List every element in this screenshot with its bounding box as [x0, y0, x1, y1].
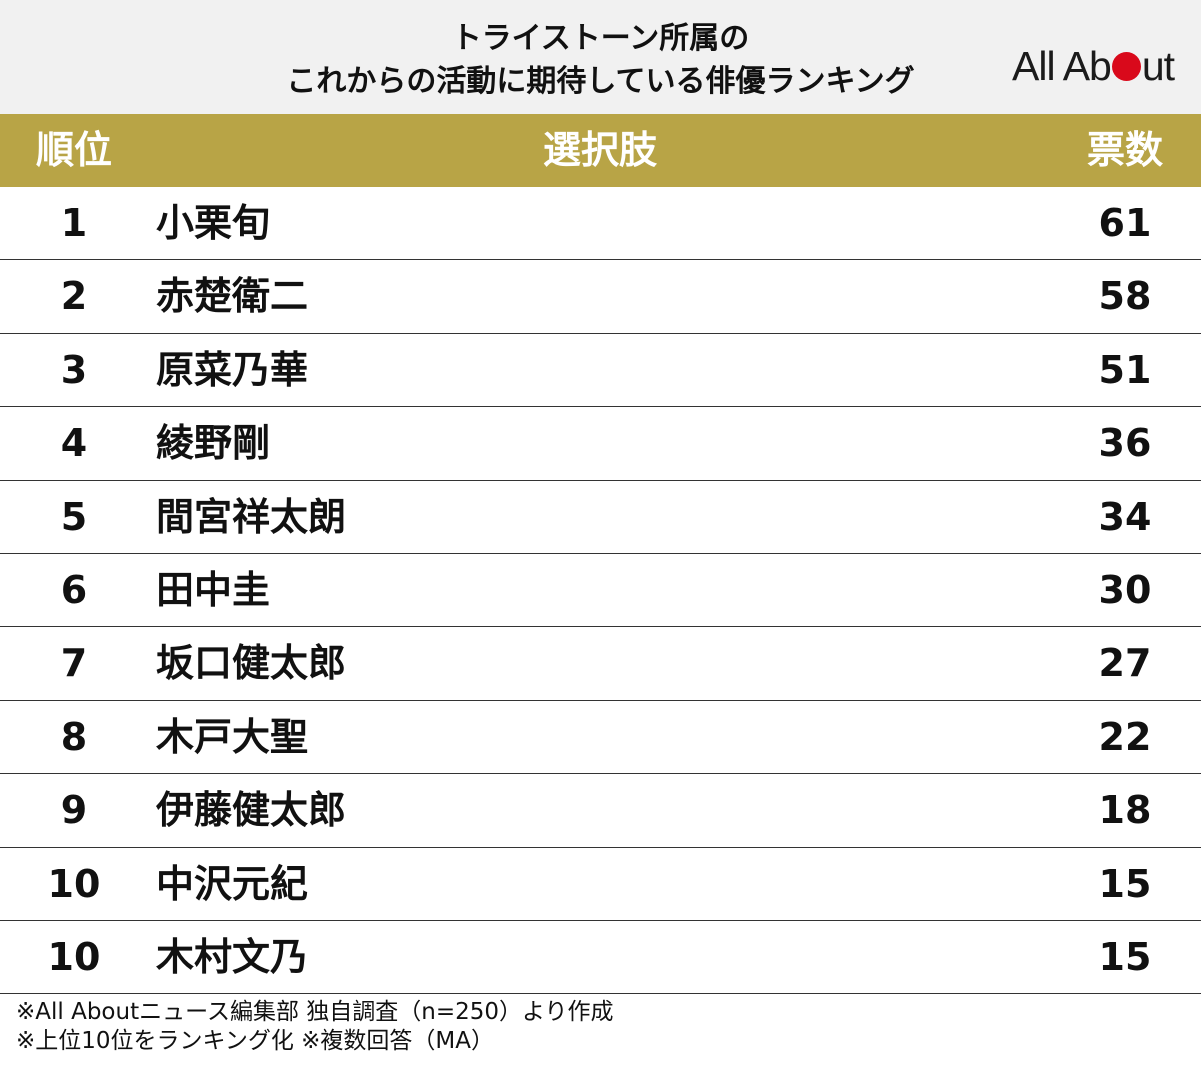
- name-cell: 小栗旬: [156, 187, 270, 259]
- table-header: 順位 選択肢 票数: [0, 114, 1201, 187]
- votes-cell: 36: [1050, 407, 1200, 479]
- rank-cell: 10: [0, 921, 148, 993]
- table-row: 9 伊藤健太郎 18: [0, 774, 1201, 847]
- rank-cell: 7: [0, 627, 148, 699]
- votes-cell: 30: [1050, 554, 1200, 626]
- votes-cell: 58: [1050, 260, 1200, 332]
- logo-dot-icon: [1112, 52, 1141, 81]
- rank-cell: 6: [0, 554, 148, 626]
- table-row: 8 木戸大聖 22: [0, 701, 1201, 774]
- rank-cell: 5: [0, 481, 148, 553]
- rank-cell: 3: [0, 334, 148, 406]
- table-body: 1 小栗旬 61 2 赤楚衛二 58 3 原菜乃華 51 4 綾野剛 36 5 …: [0, 187, 1201, 994]
- column-header-rank: 順位: [0, 114, 148, 187]
- name-cell: 坂口健太郎: [156, 627, 346, 699]
- name-cell: 木村文乃: [156, 921, 308, 993]
- footnotes: ※All Aboutニュース編集部 独自調査（n=250）より作成 ※上位10位…: [16, 998, 614, 1056]
- table-row: 3 原菜乃華 51: [0, 334, 1201, 407]
- table-row: 7 坂口健太郎 27: [0, 627, 1201, 700]
- name-cell: 綾野剛: [156, 407, 270, 479]
- votes-cell: 22: [1050, 701, 1200, 773]
- votes-cell: 15: [1050, 848, 1200, 920]
- votes-cell: 51: [1050, 334, 1200, 406]
- rank-cell: 8: [0, 701, 148, 773]
- votes-cell: 18: [1050, 774, 1200, 846]
- table-row: 1 小栗旬 61: [0, 187, 1201, 260]
- table-row: 4 綾野剛 36: [0, 407, 1201, 480]
- table-row: 6 田中圭 30: [0, 554, 1201, 627]
- name-cell: 伊藤健太郎: [156, 774, 346, 846]
- title-bar: トライストーン所属の これからの活動に期待している俳優ランキング All Ab u…: [0, 0, 1201, 114]
- all-about-logo: All Ab ut: [1012, 38, 1174, 94]
- rank-cell: 9: [0, 774, 148, 846]
- table-row: 10 木村文乃 15: [0, 921, 1201, 994]
- votes-cell: 15: [1050, 921, 1200, 993]
- footnote-method: ※上位10位をランキング化 ※複数回答（MA）: [16, 1027, 614, 1056]
- table-row: 2 赤楚衛二 58: [0, 260, 1201, 333]
- name-cell: 原菜乃華: [156, 334, 308, 406]
- rank-cell: 10: [0, 848, 148, 920]
- votes-cell: 27: [1050, 627, 1200, 699]
- name-cell: 木戸大聖: [156, 701, 308, 773]
- rank-cell: 2: [0, 260, 148, 332]
- table-row: 10 中沢元紀 15: [0, 848, 1201, 921]
- name-cell: 赤楚衛二: [156, 260, 308, 332]
- name-cell: 田中圭: [156, 554, 270, 626]
- table-row: 5 間宮祥太朗 34: [0, 481, 1201, 554]
- column-header-votes: 票数: [1050, 114, 1200, 187]
- column-header-option: 選択肢: [300, 114, 900, 187]
- votes-cell: 61: [1050, 187, 1200, 259]
- name-cell: 間宮祥太朗: [156, 481, 346, 553]
- footnote-survey: ※All Aboutニュース編集部 独自調査（n=250）より作成: [16, 998, 614, 1027]
- rank-cell: 1: [0, 187, 148, 259]
- name-cell: 中沢元紀: [156, 848, 308, 920]
- logo-text-start: All Ab: [1012, 43, 1111, 89]
- votes-cell: 34: [1050, 481, 1200, 553]
- rank-cell: 4: [0, 407, 148, 479]
- logo-text-end: ut: [1142, 43, 1174, 89]
